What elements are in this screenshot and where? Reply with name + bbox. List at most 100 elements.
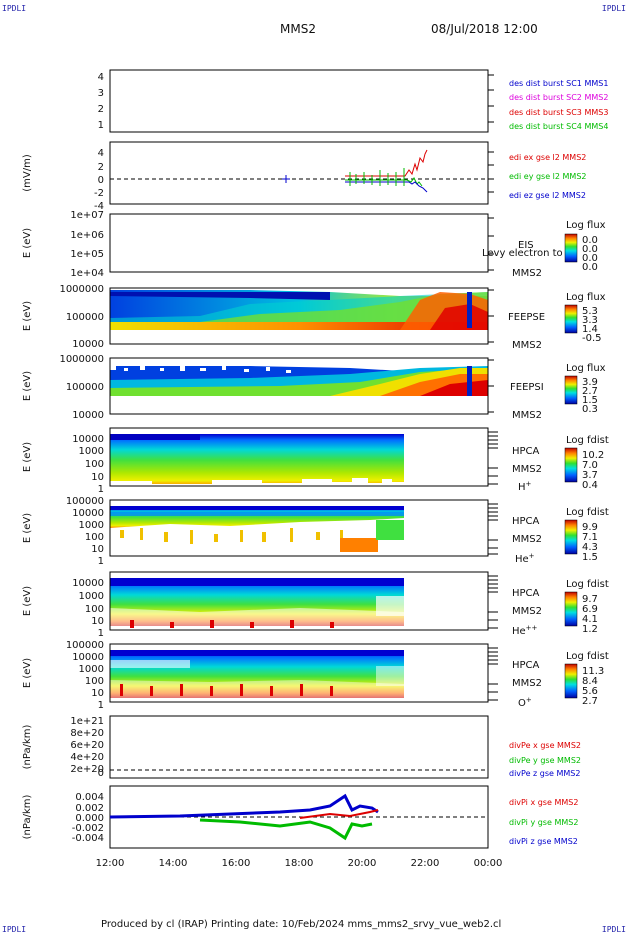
- feepse-cbar-title: Log flux: [566, 292, 606, 303]
- eis-overlap-text: Levy electron to: [482, 248, 563, 259]
- hpca-o-ytick: 100000: [66, 640, 104, 651]
- eis-cbar-tick: 0.0: [582, 244, 598, 255]
- hpca-he-ytick: 1000: [79, 520, 104, 531]
- feepse-cbar-tick: 3.3: [582, 315, 598, 326]
- x-tick-label: 18:00: [285, 858, 314, 869]
- feepsi-colorbar: [564, 375, 578, 405]
- hpca-h-cbar-tick: 10.2: [582, 450, 604, 461]
- hpca-hepp-colorbar: [564, 591, 578, 627]
- feepse-ytick: 1000000: [59, 284, 104, 295]
- hpca-o-cbar-tick: 8.4: [582, 676, 598, 687]
- divpe-ytick: 6e+20: [70, 740, 104, 751]
- right-tick-marks: [488, 74, 498, 701]
- hpca-h-cbar-title: Log fdist: [566, 435, 609, 446]
- hpca-o-colorbar: [564, 663, 578, 699]
- hpca-o-cbar-tick: 5.6: [582, 686, 598, 697]
- hpca-hepp-cbar-tick: 4.1: [582, 614, 598, 625]
- dist-panel-frame: [109, 69, 489, 133]
- divpe-legend-y: divPe y gse MMS2: [509, 756, 581, 765]
- eis-sc-label: MMS2: [512, 268, 542, 279]
- hpca-he-ylabel: E (eV): [22, 513, 33, 543]
- divpi-legend-y: divPi y gse MMS2: [509, 818, 578, 827]
- feepsi-spectrogram: [110, 366, 488, 396]
- hpca-h-cbar-tick: 3.7: [582, 470, 598, 481]
- eis-colorbar: [564, 233, 578, 263]
- hpca-hepp-ytick: 1000: [79, 591, 104, 602]
- divpe-ytick: 0: [98, 768, 104, 779]
- feepse-spectrogram: [110, 290, 488, 330]
- hpca-h-instrument-label: HPCA: [512, 446, 540, 457]
- x-tick-label: 22:00: [411, 858, 440, 869]
- hpca-h-ytick: 1: [98, 484, 104, 495]
- x-tick-label: 00:00: [474, 858, 503, 869]
- footer-text: Produced by cl (IRAP) Printing date: 10/…: [101, 919, 502, 930]
- eis-cbar-tick: 0.0: [582, 253, 598, 264]
- edi-ytick: -2: [94, 188, 104, 199]
- hpca-o-species: O+: [518, 696, 532, 709]
- feepse-cbar-tick: 5.3: [582, 306, 598, 317]
- hpca-h-cbar-tick: 7.0: [582, 460, 598, 471]
- dist-legend-4: des dist burst SC4 MMS4: [509, 122, 608, 131]
- divpi-ytick: 0.000: [75, 813, 104, 824]
- edi-legend-y: edi ey gse l2 MMS2: [509, 172, 587, 181]
- dist-legend-2: des dist burst SC2 MMS2: [509, 93, 608, 102]
- divpe-ytick: 2e+20: [70, 764, 104, 775]
- hpca-he-ytick: 100: [85, 532, 104, 543]
- hpca-h-colorbar: [564, 447, 578, 483]
- feepsi-cbar-tick: 3.9: [582, 377, 598, 388]
- hpca-hepp-ytick: 10: [91, 616, 104, 627]
- hpca-hepp-spectrogram: [110, 578, 404, 630]
- hpca-he-colorbar: [564, 519, 578, 555]
- hpca-o-sc-label: MMS2: [512, 678, 542, 689]
- feepsi-ytick: 100000: [66, 382, 104, 393]
- datetime-title: 08/Jul/2018 12:00: [431, 22, 538, 36]
- divpi-ylabel: (nPa/km): [22, 795, 33, 840]
- dist-ytick: 1: [98, 120, 104, 131]
- divpi-ytick: -0.002: [72, 823, 104, 834]
- hpca-h-cbar-tick: 0.4: [582, 480, 598, 491]
- feepse-cbar-tick: -0.5: [582, 333, 602, 344]
- divpi-legend-x: divPi x gse MMS2: [509, 798, 578, 807]
- divpe-ytick: 1e+21: [70, 716, 104, 727]
- hpca-h-ytick: 10000: [72, 434, 104, 445]
- hpca-o-ytick: 10: [91, 688, 104, 699]
- feepse-colorbar: [564, 304, 578, 334]
- corner-label-top-right: IPDLI: [601, 4, 626, 13]
- edi-panel-frame: [109, 141, 489, 205]
- hpca-he-cbar-tick: 4.3: [582, 542, 598, 553]
- divpi-ytick: -0.004: [72, 833, 104, 844]
- eis-cbar-tick: 0.0: [582, 262, 598, 273]
- hpca-hepp-cbar-tick: 9.7: [582, 594, 598, 605]
- divpi-ytick: 0.004: [75, 792, 104, 803]
- eis-ytick: 1e+07: [70, 210, 104, 221]
- hpca-h-ytick: 1000: [79, 446, 104, 457]
- divpi-ytick: 0.002: [75, 803, 104, 814]
- eis-ylabel: E (eV): [22, 228, 33, 258]
- feepsi-cbar-tick: 2.7: [582, 386, 598, 397]
- divpe-panel-frame: [109, 715, 489, 779]
- feepse-sc-label: MMS2: [512, 340, 542, 351]
- corner-label-top-left: IPDLI: [2, 4, 27, 13]
- hpca-o-spectrogram: [110, 650, 404, 702]
- hpca-hepp-cbar-title: Log fdist: [566, 579, 609, 590]
- dist-ytick: 4: [98, 72, 104, 83]
- hpca-o-panel-frame: [109, 643, 489, 703]
- divpe-ytick: 4e+20: [70, 752, 104, 763]
- eis-ytick: 1e+06: [70, 230, 104, 241]
- hpca-h-ytick: 100: [85, 459, 104, 470]
- hpca-h-ytick: 10: [91, 472, 104, 483]
- dist-legend-1: des dist burst SC1 MMS1: [509, 79, 608, 88]
- x-tick-label: 16:00: [222, 858, 251, 869]
- feepsi-ylabel: E (eV): [22, 371, 33, 401]
- feepsi-sc-label: MMS2: [512, 410, 542, 421]
- x-tick-label: 14:00: [159, 858, 188, 869]
- x-tick-label: 20:00: [348, 858, 377, 869]
- feepsi-cbar-title: Log flux: [566, 363, 606, 374]
- hpca-o-instrument-label: HPCA: [512, 660, 540, 671]
- hpca-he-cbar-tick: 1.5: [582, 552, 598, 563]
- hpca-hepp-sc-label: MMS2: [512, 606, 542, 617]
- dist-legend-3: des dist burst SC3 MMS3: [509, 108, 608, 117]
- edi-legend-x: edi ex gse l2 MMS2: [509, 153, 586, 162]
- feepsi-cbar-tick: 0.3: [582, 404, 598, 415]
- feepsi-ytick: 1000000: [59, 354, 104, 365]
